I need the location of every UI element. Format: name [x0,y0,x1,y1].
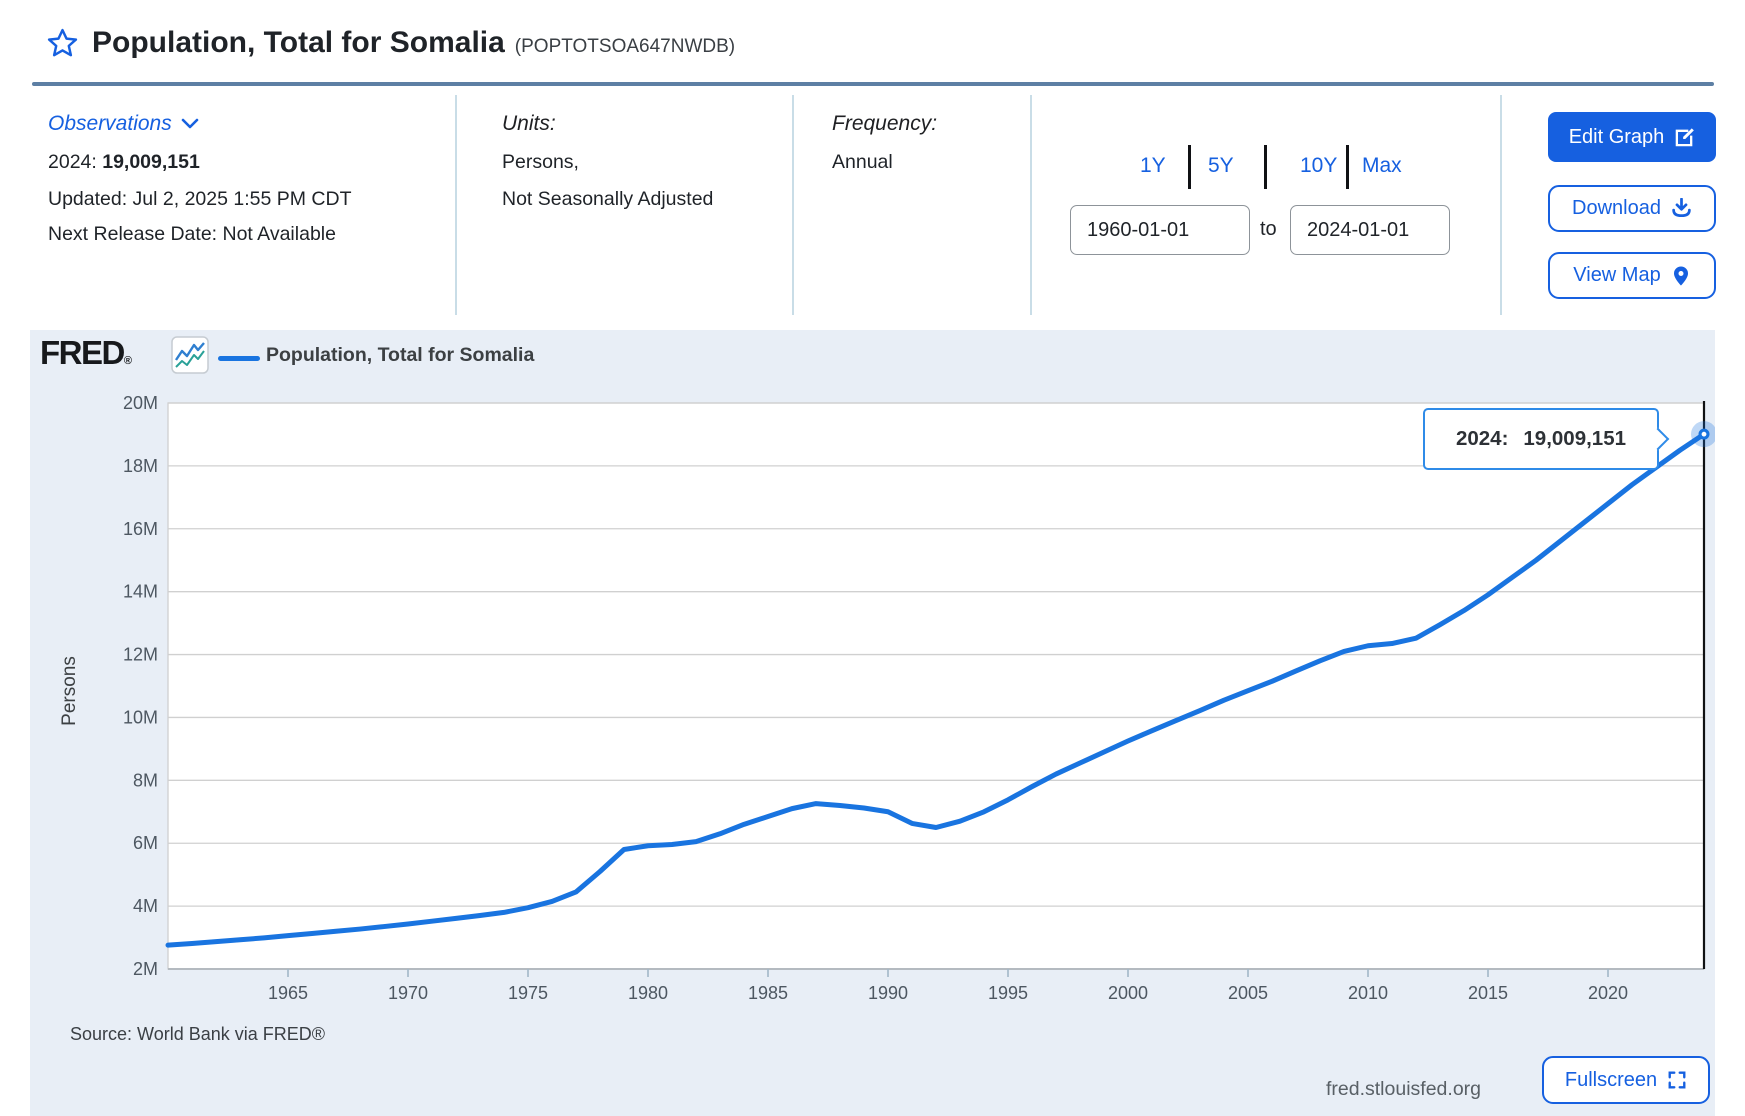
header-divider [32,82,1714,86]
fullscreen-label: Fullscreen [1564,1068,1658,1091]
y-tick-label: 8M [133,770,158,790]
frequency-label: Frequency: [832,112,938,135]
tooltip-value: 19,009,151 [1523,427,1627,450]
x-tick-label: 2010 [1348,983,1388,1003]
x-tick-label: 1965 [268,983,308,1003]
download-label: Download [1572,197,1661,219]
chart-panel: FRED® Population, Total for Somalia Pers… [30,330,1715,1116]
column-divider [1030,95,1032,315]
x-tick-label: 1995 [988,983,1028,1003]
units-label: Units: [502,112,556,135]
updated-timestamp: Updated: Jul 2, 2025 1:55 PM CDT [48,188,352,210]
fullscreen-icon [1668,1071,1686,1089]
column-divider [455,95,457,315]
y-tick-label: 18M [123,456,158,476]
y-tick-label: 12M [123,645,158,665]
fred-chart-icon [171,336,209,379]
observations-dropdown[interactable]: Observations [48,112,199,136]
latest-observation-value: 19,009,151 [102,151,200,173]
units-value-line1: Persons, [502,151,579,173]
column-divider [1500,95,1502,315]
x-tick-label: 2000 [1108,983,1148,1003]
y-tick-label: 14M [123,582,158,602]
registered-mark: ® [123,355,132,367]
range-max-link[interactable]: Max [1362,154,1402,177]
x-tick-label: 2015 [1468,983,1508,1003]
next-release-date: Next Release Date: Not Available [48,223,336,245]
legend-label: Population, Total for Somalia [266,344,535,366]
tooltip-year: 2024: [1455,427,1509,450]
x-tick-label: 1985 [748,983,788,1003]
x-tick-label: 1980 [628,983,668,1003]
marker-dot-center [1701,431,1707,437]
site-url: fred.stlouisfed.org [1326,1078,1482,1100]
source-note: Source: World Bank via FRED® [70,1024,326,1044]
download-button[interactable]: Download [1548,185,1716,232]
frequency-value: Annual [832,151,893,173]
latest-observation: 2024: 19,009,151 [48,151,200,173]
units-value-line2: Not Seasonally Adjusted [502,188,714,210]
fred-logo: FRED® [40,334,132,371]
map-pin-icon [1673,266,1688,285]
observations-label: Observations [48,112,172,135]
range-separator [1264,145,1267,189]
population-line-chart[interactable]: 20M 18M 16M 14M 12M 10M 8M 6M 4M 2M 1965 1970 1975 19… [30,330,1715,1020]
page-title: Population, Total for Somalia (POPTOTSOA6… [92,26,736,59]
range-separator [1346,145,1349,189]
view-map-button[interactable]: View Map [1548,252,1716,299]
y-tick-label: 2M [133,959,158,979]
chart-tooltip: 2024: 19,009,151 [1423,408,1670,470]
favorite-star-icon[interactable] [46,27,79,65]
view-map-label: View Map [1573,264,1661,286]
chevron-down-icon [181,118,199,129]
start-date-input[interactable] [1070,205,1250,255]
x-tick-label: 2020 [1588,983,1628,1003]
y-tick-label: 4M [133,896,158,916]
x-tick-label: 1990 [868,983,908,1003]
date-range-to-label: to [1260,218,1277,240]
range-5y-link[interactable]: 5Y [1208,154,1234,177]
x-tick-label: 1970 [388,983,428,1003]
data-series-line [165,431,1707,948]
range-10y-link[interactable]: 10Y [1300,154,1338,177]
plot-area [167,402,1705,970]
end-date-input[interactable] [1290,205,1450,255]
x-tick-label: 1975 [508,983,548,1003]
edit-graph-button[interactable]: Edit Graph [1548,112,1716,162]
fullscreen-button[interactable]: Fullscreen [1542,1056,1710,1104]
column-divider [792,95,794,315]
series-id: (POPTOTSOA647NWDB) [514,36,736,57]
y-tick-label: 20M [123,393,158,413]
edit-graph-label: Edit Graph [1568,125,1665,148]
range-separator [1188,145,1191,189]
edit-pencil-icon [1676,127,1695,146]
download-icon [1672,198,1691,218]
y-tick-label: 16M [123,519,158,539]
x-tick-label: 2005 [1228,983,1268,1003]
y-tick-label: 10M [123,707,158,727]
y-tick-label: 6M [133,833,158,853]
legend-line-swatch [218,356,260,361]
range-1y-link[interactable]: 1Y [1140,154,1166,177]
